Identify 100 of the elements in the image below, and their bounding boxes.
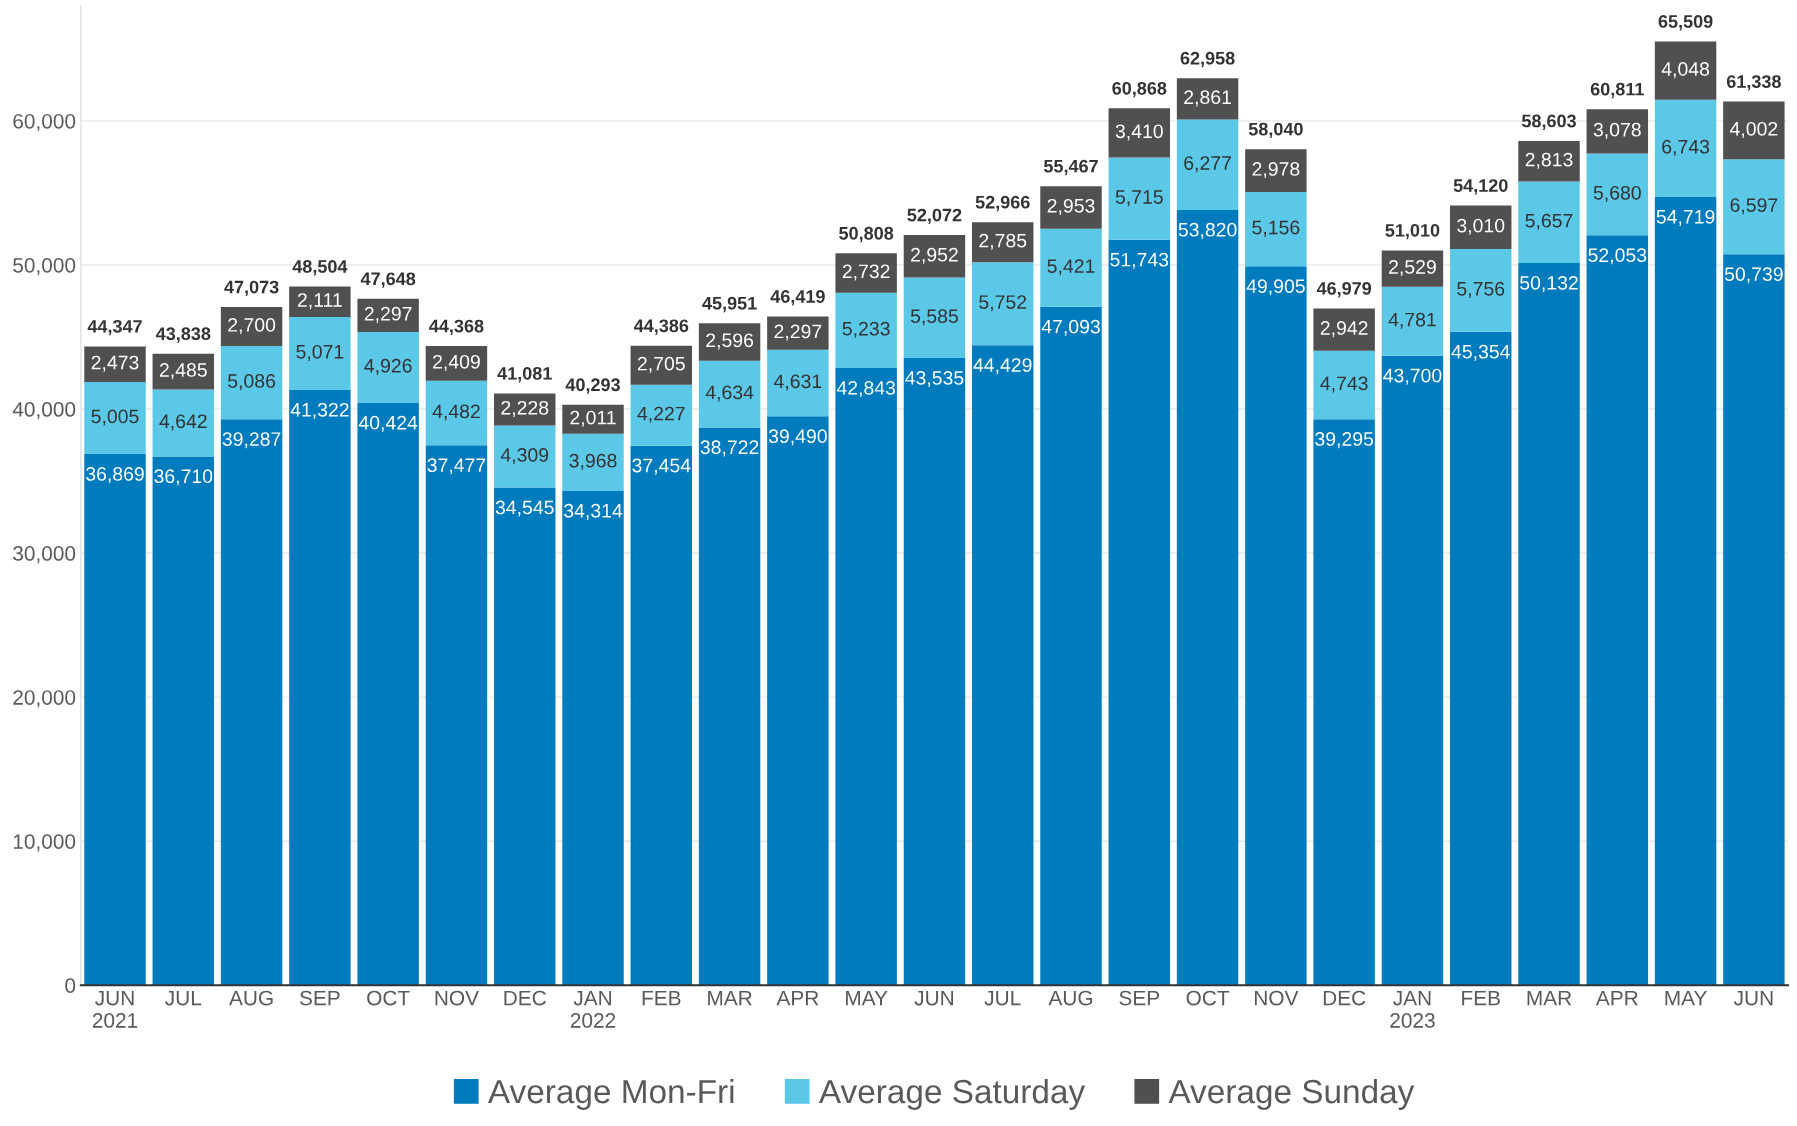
data-label: 2,409 xyxy=(433,354,480,371)
data-label: 53,820 xyxy=(1178,222,1237,239)
data-label: 37,477 xyxy=(427,458,486,475)
y-tick-label: 40,000 xyxy=(12,402,76,420)
data-label: 5,585 xyxy=(910,309,958,326)
data-label: 2,011 xyxy=(570,410,616,427)
total-label: 65,509 xyxy=(1658,15,1713,31)
y-tick-label: 10,000 xyxy=(13,834,76,852)
data-label: 38,722 xyxy=(700,440,759,457)
data-label: 4,048 xyxy=(1661,62,1710,79)
total-label: 44,347 xyxy=(87,319,142,336)
data-label: 3,968 xyxy=(569,453,617,470)
data-label: 45,354 xyxy=(1451,344,1510,361)
total-label: 54,120 xyxy=(1453,179,1508,195)
x-tick-label: MAR xyxy=(708,990,752,1006)
data-label: 5,071 xyxy=(296,344,344,361)
data-label: 2,942 xyxy=(1320,321,1368,338)
data-label: 2,529 xyxy=(1389,260,1436,277)
legend-label: Average Saturday xyxy=(818,1078,1086,1110)
x-tick-label: JAN 2022 xyxy=(570,990,616,1028)
x-tick-label: MAY xyxy=(846,990,888,1006)
data-label: 3,078 xyxy=(1593,122,1641,139)
x-tick-label: AUG xyxy=(1048,990,1093,1006)
x-tick-label: SEP xyxy=(1119,990,1160,1006)
data-label: 34,545 xyxy=(495,500,554,517)
x-tick-label: JUL xyxy=(165,990,202,1006)
data-label: 41,322 xyxy=(290,402,349,419)
total-label: 44,368 xyxy=(429,319,484,336)
data-label: 2,297 xyxy=(364,306,412,323)
data-label: 5,156 xyxy=(1252,220,1300,237)
data-label: 54,719 xyxy=(1656,209,1715,226)
data-label: 5,421 xyxy=(1047,259,1095,276)
total-label: 61,338 xyxy=(1726,75,1781,91)
x-tick-label: NOV xyxy=(1255,990,1299,1006)
data-label: 36,710 xyxy=(154,469,213,486)
data-label: 4,002 xyxy=(1729,121,1778,138)
data-label: 47,093 xyxy=(1041,319,1100,336)
data-label: 5,086 xyxy=(228,374,276,391)
x-tick-label: SEP xyxy=(299,990,340,1006)
data-label: 4,634 xyxy=(705,385,754,402)
data-label: 5,233 xyxy=(842,321,890,338)
x-tick-label: OCT xyxy=(367,990,410,1006)
data-label: 2,111 xyxy=(297,293,342,310)
x-tick-label: FEB xyxy=(1462,990,1500,1006)
data-label: 50,739 xyxy=(1724,267,1783,284)
data-label: 44,429 xyxy=(973,358,1032,375)
data-label: 2,861 xyxy=(1184,90,1231,107)
data-label: 4,926 xyxy=(364,358,412,375)
y-tick-label: 0 xyxy=(65,978,76,993)
total-label: 52,072 xyxy=(907,208,962,225)
total-label: 51,010 xyxy=(1385,223,1440,240)
total-label: 60,811 xyxy=(1590,82,1644,99)
total-label: 48,504 xyxy=(292,260,348,276)
data-label: 2,485 xyxy=(159,363,207,380)
data-label: 2,953 xyxy=(1047,198,1095,215)
data-label: 39,287 xyxy=(222,432,281,449)
y-tick-label: 20,000 xyxy=(13,690,76,708)
x-tick-label: AUG xyxy=(229,990,273,1006)
data-label: 2,813 xyxy=(1525,152,1573,169)
data-label: 37,454 xyxy=(632,458,691,475)
total-label: 58,603 xyxy=(1521,114,1576,130)
data-label: 4,631 xyxy=(773,374,822,391)
data-label: 2,473 xyxy=(91,355,139,372)
data-label: 5,756 xyxy=(1457,281,1505,298)
data-label: 34,314 xyxy=(564,503,623,520)
total-label: 46,419 xyxy=(770,290,825,306)
x-tick-label: DEC xyxy=(1323,990,1366,1006)
data-label: 5,680 xyxy=(1593,185,1641,202)
data-label: 42,843 xyxy=(836,380,896,398)
x-tick-label: OCT xyxy=(1186,990,1230,1006)
data-label: 2,700 xyxy=(228,318,276,335)
data-label: 40,424 xyxy=(358,415,418,432)
total-label: 62,958 xyxy=(1180,51,1235,68)
total-label: 44,386 xyxy=(633,319,689,335)
data-label: 5,715 xyxy=(1115,190,1163,207)
data-label: 39,490 xyxy=(768,429,827,446)
data-label: 36,869 xyxy=(86,467,144,484)
data-label: 4,781 xyxy=(1388,312,1436,329)
x-tick-label: DEC xyxy=(504,990,546,1006)
x-tick-label: JUN xyxy=(1733,990,1773,1006)
total-label: 40,293 xyxy=(565,378,620,394)
y-tick-label: 50,000 xyxy=(13,257,76,276)
x-tick-label: APR xyxy=(1595,990,1638,1006)
total-label: 46,979 xyxy=(1316,282,1372,298)
x-tick-label: APR xyxy=(776,990,819,1006)
data-label: 50,132 xyxy=(1520,275,1578,293)
data-label: 43,535 xyxy=(905,371,964,388)
total-label: 50,808 xyxy=(839,226,894,243)
data-label: 4,642 xyxy=(159,414,207,431)
data-label: 6,597 xyxy=(1730,198,1778,215)
data-label: 3,010 xyxy=(1457,218,1505,235)
total-label: 45,951 xyxy=(702,296,757,313)
data-label: 2,596 xyxy=(706,333,754,350)
data-label: 6,277 xyxy=(1184,156,1231,173)
total-label: 60,868 xyxy=(1112,81,1167,98)
data-label: 2,297 xyxy=(774,324,822,341)
data-label: 4,482 xyxy=(432,404,480,421)
x-tick-label: MAY xyxy=(1665,990,1707,1006)
total-label: 47,073 xyxy=(224,280,279,297)
x-tick-label: MAR xyxy=(1527,990,1572,1006)
